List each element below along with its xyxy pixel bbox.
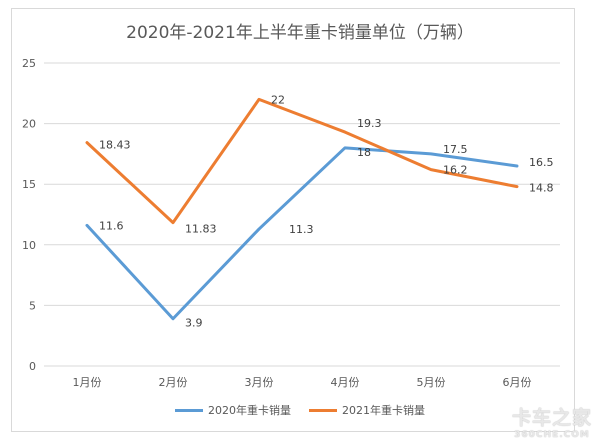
legend-item-2021: 2021年重卡销量 <box>309 402 425 418</box>
x-tick-label: 3月份 <box>245 376 274 389</box>
x-tick-label: 6月份 <box>503 376 532 389</box>
legend-item-2020: 2020年重卡销量 <box>175 402 291 418</box>
chart-title: 2020年-2021年上半年重卡销量单位（万辆） <box>126 23 474 43</box>
legend-swatch-2021 <box>309 408 337 412</box>
data-label: 19.3 <box>357 117 382 130</box>
chart-frame <box>11 8 575 432</box>
data-label: 16.5 <box>529 156 554 169</box>
legend-swatch-2020 <box>175 408 203 412</box>
data-label: 18.43 <box>99 139 131 152</box>
y-tick-label: 0 <box>29 360 36 373</box>
data-label: 14.8 <box>529 182 554 195</box>
x-tick-label: 2月份 <box>159 376 188 389</box>
y-tick-label: 15 <box>22 178 36 191</box>
data-label: 22 <box>271 93 285 106</box>
data-label: 11.6 <box>99 219 124 232</box>
series-line-1 <box>85 97 519 225</box>
data-label: 11.83 <box>185 223 217 236</box>
watermark-url: 360CHE.COM <box>514 430 590 440</box>
data-label: 17.5 <box>443 143 468 156</box>
y-tick-label: 25 <box>22 57 36 70</box>
series-line-0 <box>85 146 519 321</box>
y-tick-label: 5 <box>29 299 36 312</box>
y-tick-label: 20 <box>22 118 36 131</box>
legend: 2020年重卡销量 2021年重卡销量 <box>0 402 600 418</box>
data-label: 18 <box>357 146 371 159</box>
x-tick-label: 4月份 <box>331 376 360 389</box>
legend-label-2020: 2020年重卡销量 <box>208 404 291 417</box>
data-label: 11.3 <box>289 223 314 236</box>
x-tick-label: 1月份 <box>73 376 102 389</box>
data-label: 16.2 <box>443 164 468 177</box>
y-tick-label: 10 <box>22 239 36 252</box>
legend-label-2021: 2021年重卡销量 <box>342 404 425 417</box>
watermark-logo: 卡车之家 360CHE.COM <box>512 403 592 440</box>
watermark-text: 卡车之家 <box>511 407 592 429</box>
data-label: 3.9 <box>185 317 203 330</box>
x-tick-label: 5月份 <box>417 376 446 389</box>
